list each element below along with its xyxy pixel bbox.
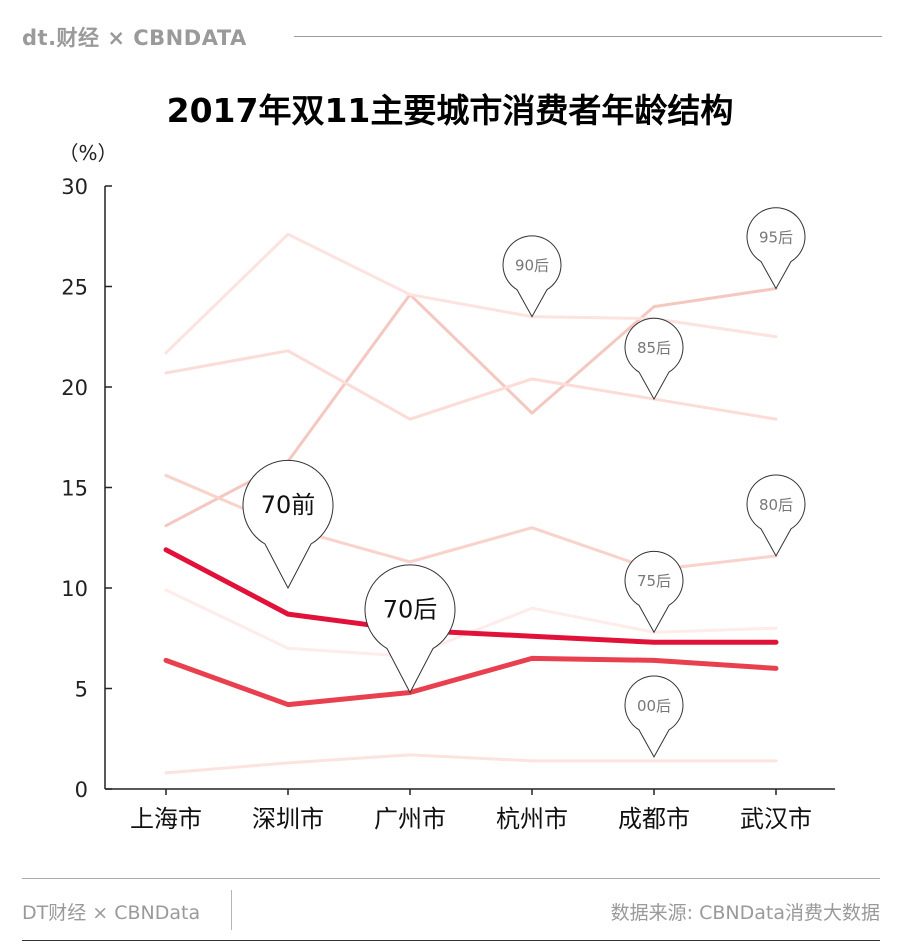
data-source: 数据来源: CBNData消费大数据 bbox=[610, 902, 880, 924]
brand-logo: dt.财经 × CBNDATA bbox=[22, 26, 247, 50]
marker-label-00后: 00后 bbox=[637, 697, 671, 715]
marker-label-90后: 90后 bbox=[515, 257, 549, 275]
y-tick-label: 10 bbox=[61, 577, 88, 601]
marker-pin-90后 bbox=[502, 235, 562, 318]
marker-label-70前: 70前 bbox=[261, 491, 316, 519]
y-tick-label: 30 bbox=[61, 175, 88, 199]
marker-label-75后: 75后 bbox=[637, 572, 671, 590]
x-tick-label: 武汉市 bbox=[740, 805, 812, 833]
marker-label-80后: 80后 bbox=[759, 496, 793, 514]
y-axis-unit-label: （%） bbox=[58, 141, 117, 165]
marker-pin-00后 bbox=[624, 675, 684, 758]
chart-title: 2017年双11主要城市消费者年龄结构 bbox=[166, 91, 734, 130]
y-tick-label: 0 bbox=[75, 778, 88, 802]
footer-separator bbox=[231, 890, 232, 930]
header: dt.财经 × CBNDATA bbox=[22, 22, 882, 50]
y-tick-label: 15 bbox=[61, 477, 88, 501]
footer-rule bbox=[22, 878, 880, 879]
marker-pin-70前 bbox=[242, 459, 334, 590]
y-tick-label: 5 bbox=[75, 678, 88, 702]
marker-pin-80后 bbox=[746, 474, 806, 557]
series-line-00后 bbox=[164, 753, 778, 775]
line-chart: （%） 0 5 10 15 20 25 30 上海市 深圳市 广州市 杭州市 成都市 武汉市 95后 90后 8… bbox=[58, 141, 835, 833]
series-line-70前 bbox=[163, 547, 779, 645]
series-line-85后 bbox=[164, 349, 778, 421]
bottom-rule bbox=[22, 940, 880, 941]
y-tick-label: 25 bbox=[61, 276, 88, 300]
marker-pin-70后 bbox=[364, 564, 456, 694]
series-line-90后 bbox=[164, 232, 778, 355]
x-tick-label: 上海市 bbox=[130, 805, 202, 833]
y-tick-label: 20 bbox=[61, 376, 88, 400]
footer-credit: DT财经 × CBNData bbox=[22, 902, 201, 924]
x-tick-label: 成都市 bbox=[618, 805, 690, 833]
x-tick-label: 广州市 bbox=[374, 805, 446, 833]
header-rule bbox=[294, 36, 882, 37]
x-tick-label: 深圳市 bbox=[252, 805, 324, 833]
x-tick-label: 杭州市 bbox=[496, 805, 568, 833]
marker-pin-85后 bbox=[624, 317, 684, 401]
series-line-70后 bbox=[163, 655, 779, 708]
marker-pin-75后 bbox=[624, 550, 684, 634]
marker-label-70后: 70后 bbox=[383, 596, 438, 624]
marker-pin-95后 bbox=[746, 207, 806, 290]
marker-label-85后: 85后 bbox=[637, 339, 671, 357]
marker-label-95后: 95后 bbox=[759, 229, 793, 247]
